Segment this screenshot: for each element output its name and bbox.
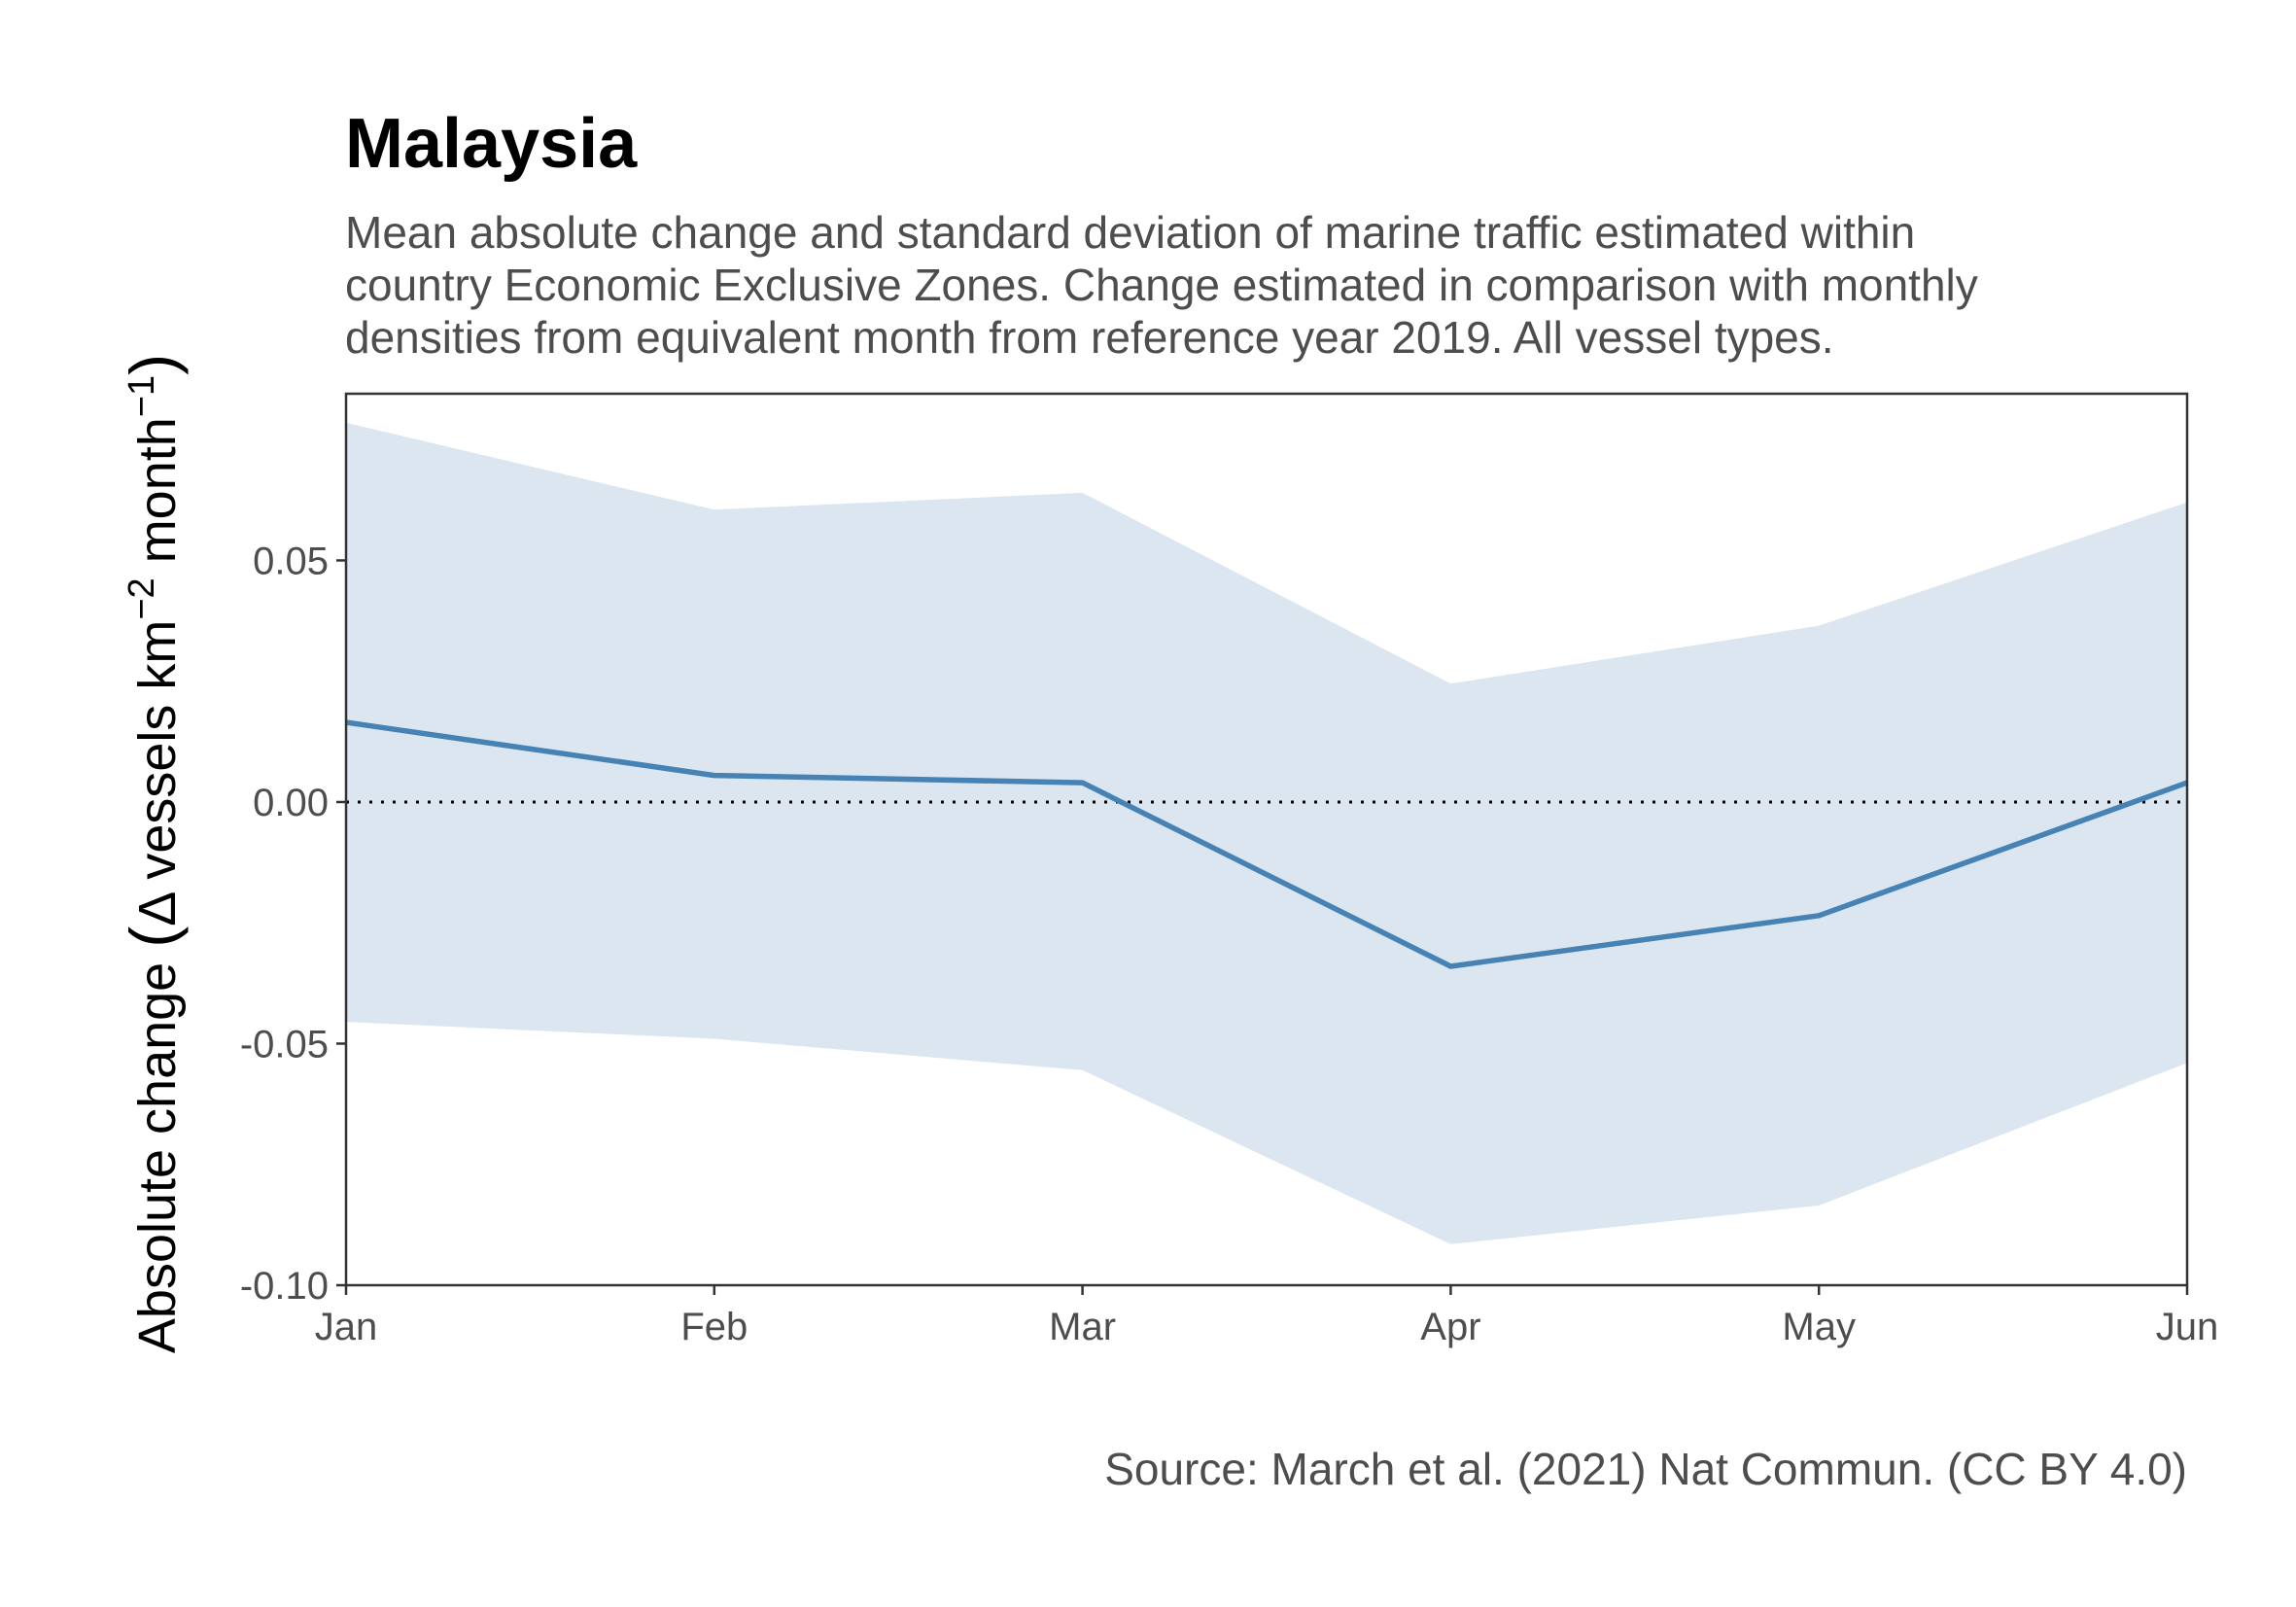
- y-axis-title-open-paren: (: [117, 926, 189, 948]
- chart-subtitle-line-2: country Economic Exclusive Zones. Change…: [345, 260, 1978, 310]
- y-axis-title: Absolute change (Δ vessels km−2 month−1): [117, 354, 189, 1353]
- y-axis-title-prefix: Absolute change: [128, 948, 187, 1353]
- plot-panel-border: [344, 392, 2189, 1287]
- chart-caption: Source: March et al. (2021) Nat Commun. …: [1104, 1444, 2187, 1494]
- y-axis-title-mid2: month: [128, 417, 187, 577]
- y-axis-title-superscript-2: −1: [122, 375, 162, 417]
- chart-subtitle-line-1: Mean absolute change and standard deviat…: [345, 207, 1915, 258]
- y-tick-label: -0.05: [240, 1023, 329, 1066]
- x-tick-label: Jun: [2156, 1306, 2219, 1348]
- chart-title: Malaysia: [345, 105, 638, 183]
- y-tick-label: -0.10: [240, 1265, 329, 1308]
- chart-subtitle-line-3: densities from equivalent month from ref…: [345, 312, 1834, 363]
- y-axis-title-superscript-1: −2: [122, 577, 162, 619]
- std-dev-band: [346, 422, 2187, 1244]
- y-tick-label: 0.00: [253, 782, 329, 824]
- plot-area: [344, 392, 2189, 1287]
- x-tick-label: Jan: [315, 1306, 378, 1348]
- mean-change-line: [345, 719, 2188, 969]
- y-axis-title-close-paren: ): [117, 354, 189, 375]
- y-tick-label: 0.05: [253, 540, 329, 582]
- x-tick-label: Apr: [1420, 1306, 1480, 1348]
- y-axis-title-delta: Δ: [128, 892, 187, 926]
- x-tick-label: May: [1782, 1306, 1856, 1348]
- axis-ticks: -0.10 -0.05 0.00 0.05 Jan Feb Mar Apr May Jun: [240, 540, 2218, 1348]
- x-tick-label: Mar: [1049, 1306, 1116, 1348]
- x-tick-label: Feb: [680, 1306, 748, 1348]
- y-axis-title-middle: vessels km: [128, 620, 187, 894]
